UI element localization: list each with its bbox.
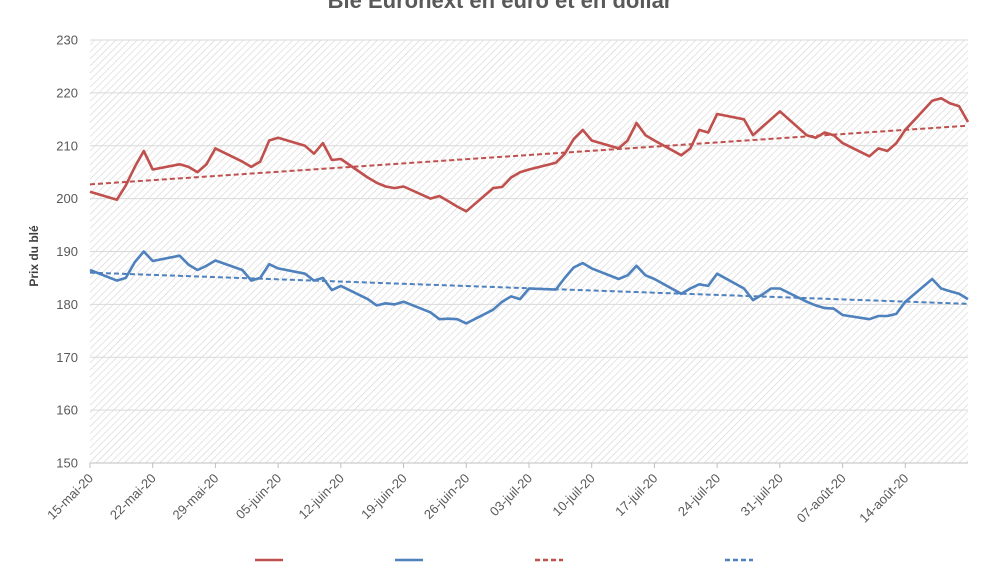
- x-tick-label: 15-mai-20: [44, 471, 96, 523]
- x-tick-label: 03-juil-20: [487, 471, 535, 519]
- x-tick-label: 10-juil-20: [549, 471, 597, 519]
- y-axis-ticks: 150 160 170 180 190 200 210 220 230: [56, 33, 78, 471]
- y-tick-label: 190: [56, 244, 78, 259]
- x-tick-label: 24-juil-20: [675, 471, 723, 519]
- x-tick-label: 29-mai-20: [170, 471, 222, 523]
- y-tick-label: 220: [56, 85, 78, 100]
- x-tick-label: 14-août-20: [856, 471, 911, 526]
- y-tick-label: 170: [56, 350, 78, 365]
- x-tick-label: 31-juil-20: [738, 471, 786, 519]
- series-line: [89, 250, 969, 325]
- x-tick-label: 05-juin-20: [233, 471, 284, 522]
- series-line: [89, 96, 970, 213]
- x-tick-label: 07-août-20: [794, 471, 849, 526]
- x-tick-label: 12-juin-20: [295, 471, 346, 522]
- x-tick-label: 17-juil-20: [612, 471, 660, 519]
- x-axis: 15-mai-20 22-mai-20 29-mai-20 05-juin-20 12-…: [44, 462, 968, 526]
- y-axis-label: Prix du blé: [27, 225, 41, 287]
- y-tick-label: 230: [56, 33, 78, 48]
- trendline: [89, 124, 969, 186]
- y-tick-label: 180: [56, 297, 78, 312]
- chart-title: Blé Euronext en euro et en dollar: [328, 0, 673, 13]
- series-lines: [89, 96, 970, 325]
- trendlines: [89, 124, 969, 305]
- x-tick-label: 26-juin-20: [421, 471, 472, 522]
- x-tick-label: 19-juin-20: [358, 471, 409, 522]
- y-tick-label: 210: [56, 138, 78, 153]
- y-tick-label: 150: [56, 456, 78, 471]
- x-tick-label: 22-mai-20: [107, 471, 159, 523]
- y-tick-label: 160: [56, 403, 78, 418]
- trendline: [89, 271, 969, 305]
- y-tick-label: 200: [56, 191, 78, 206]
